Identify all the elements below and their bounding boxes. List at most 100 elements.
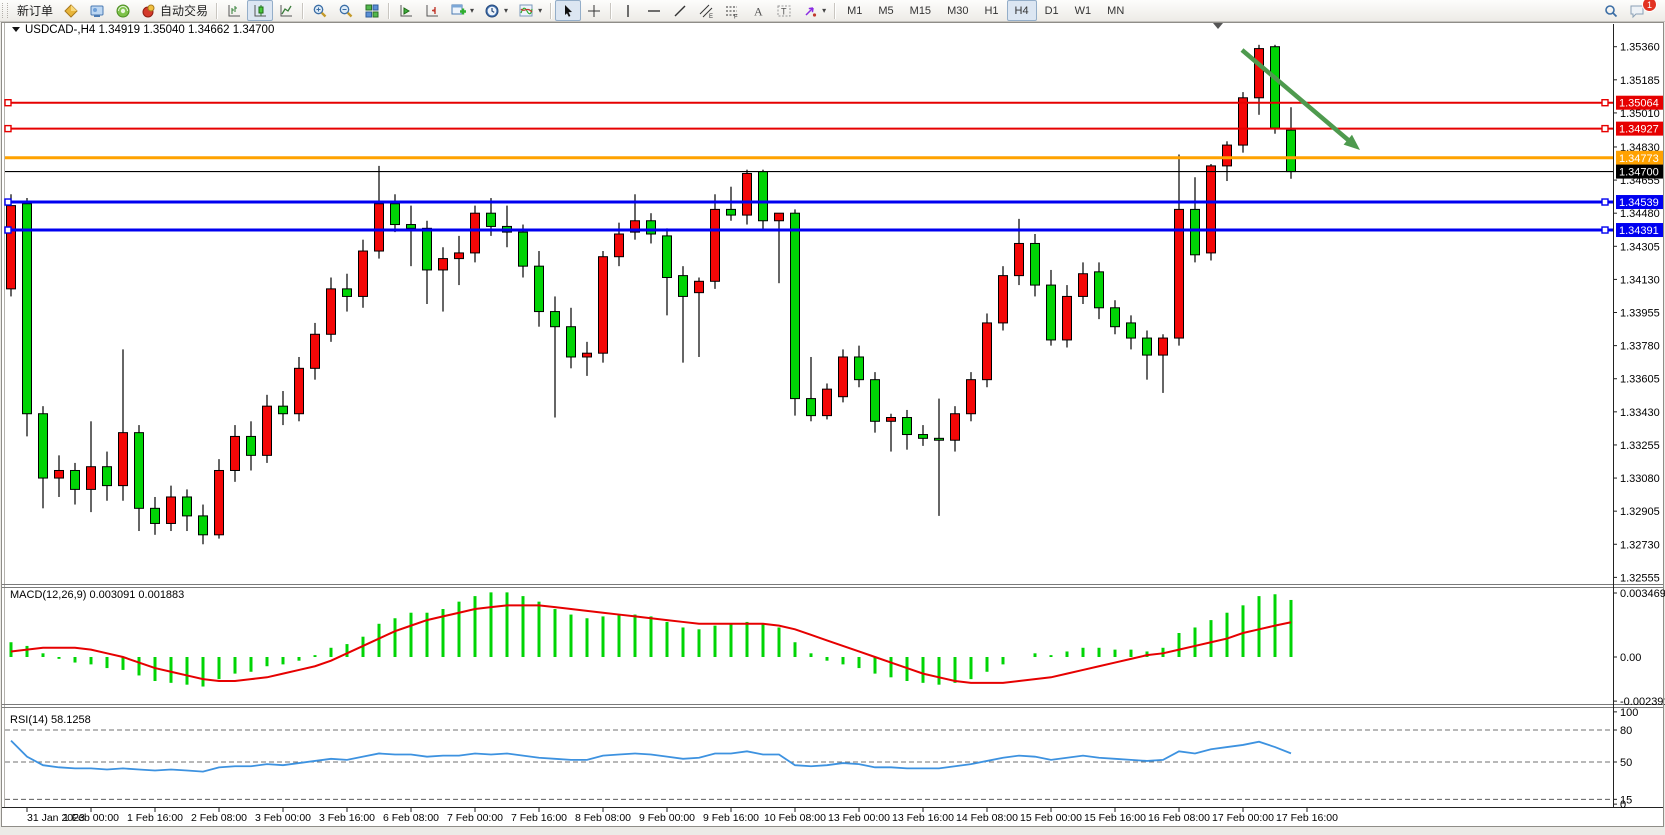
price-tick-label: 1.35360	[1620, 42, 1660, 54]
period-clock-button[interactable]: ▾	[479, 0, 513, 21]
notification-badge: 1	[1642, 0, 1657, 12]
bar-chart-icon	[226, 3, 242, 19]
timeframe-m30[interactable]: M30	[947, 4, 969, 17]
price-tick-label: 1.34130	[1620, 274, 1660, 286]
candlestick-chart-button[interactable]	[247, 0, 274, 21]
zoom-out-button[interactable]	[333, 0, 359, 21]
line-handle-marker[interactable]	[1601, 226, 1609, 234]
trendline-button[interactable]	[667, 0, 693, 21]
chart-shift-marker[interactable]	[1213, 23, 1223, 29]
candle-bearish	[790, 212, 800, 400]
terminal-button[interactable]	[84, 0, 110, 21]
symbol-dropdown-icon[interactable]	[12, 27, 20, 32]
toolbar-separator	[550, 2, 553, 19]
line-handle-marker[interactable]	[4, 124, 12, 133]
candle-bullish	[614, 233, 624, 258]
svg-text:A: A	[754, 4, 763, 18]
new-chart-button[interactable]: ▾	[445, 0, 479, 21]
search-button[interactable]	[1598, 0, 1624, 21]
line-chart-button[interactable]	[273, 0, 299, 21]
timeframe-h4[interactable]: H4	[1006, 0, 1037, 21]
timeframe-m15[interactable]: M15	[909, 4, 932, 17]
new-order-label: 新订单	[17, 4, 54, 18]
line-handle-marker[interactable]	[4, 226, 12, 234]
new-order-button[interactable]: 新订单	[12, 0, 58, 21]
tile-windows-button[interactable]	[359, 0, 385, 21]
timeframe-mn[interactable]: MN	[1107, 4, 1125, 17]
horizontal-line-button[interactable]	[641, 0, 667, 21]
arrows-button[interactable]: ▾	[797, 0, 831, 21]
timeframe-d1[interactable]: D1	[1044, 4, 1059, 17]
chevron-down-icon: ▾	[504, 6, 509, 15]
candle-bearish	[518, 231, 528, 267]
candle-bearish	[1110, 307, 1120, 328]
candle-bearish	[486, 212, 496, 227]
candle-bullish	[710, 208, 720, 282]
line-handle-marker[interactable]	[1601, 198, 1609, 206]
rsi-tick-label: 100	[1620, 707, 1638, 719]
candle-bullish	[1238, 97, 1248, 146]
time-tick-label: 1 Feb 00:00	[63, 812, 119, 824]
time-tick-label: 9 Feb 16:00	[703, 812, 759, 824]
timeframe-w1[interactable]: W1	[1074, 4, 1092, 17]
vertical-line-button[interactable]	[615, 0, 641, 21]
candle-bullish	[630, 220, 640, 233]
time-tick-label: 17 Feb 00:00	[1212, 812, 1274, 824]
candle-bearish	[758, 171, 768, 222]
price-tick-label: 1.32905	[1620, 506, 1660, 518]
candle-bullish	[454, 252, 464, 260]
zoom-in-icon	[312, 3, 328, 19]
price-line-badge	[1616, 223, 1663, 238]
main-toolbar: 新订单 自动交易	[0, 0, 1665, 22]
auto-trading-label: 自动交易	[160, 4, 209, 18]
cursor-button[interactable]	[555, 0, 582, 21]
text-label-button[interactable]: T	[771, 0, 797, 21]
channel-icon: E	[698, 3, 714, 19]
price-line-badge-label: 1.35064	[1619, 98, 1659, 110]
line-handle-marker[interactable]	[4, 198, 12, 206]
candle-bullish	[230, 435, 240, 471]
time-tick-label: 6 Feb 08:00	[383, 812, 439, 824]
macd-tick-label: -0.002391	[1620, 696, 1665, 708]
line-handle-marker[interactable]	[4, 99, 12, 107]
candle-bearish	[246, 435, 256, 456]
auto-scroll-icon	[398, 3, 414, 19]
chat-button[interactable]: 1	[1624, 0, 1657, 21]
candle-bearish	[662, 235, 672, 279]
candle-bearish	[550, 311, 560, 328]
price-line-badge	[1616, 195, 1663, 210]
auto-scroll-button[interactable]	[393, 0, 419, 21]
candle-bearish	[390, 203, 400, 226]
line-handle-marker[interactable]	[1601, 124, 1609, 133]
line-handle-marker[interactable]	[1601, 99, 1609, 107]
price-tick-label: 1.34480	[1620, 208, 1660, 220]
trend-arrow-annotation[interactable]	[1240, 48, 1353, 144]
auto-trading-button[interactable]: 自动交易	[136, 0, 213, 21]
candle-bullish	[838, 356, 848, 398]
candle-bearish	[198, 515, 208, 536]
fibonacci-button[interactable]: F	[719, 0, 745, 21]
text-button[interactable]: A	[745, 0, 771, 21]
chevron-down-icon: ▾	[470, 6, 475, 15]
candle-bearish	[1046, 284, 1056, 341]
chart-shift-button[interactable]	[419, 0, 445, 21]
symbols-button[interactable]	[58, 0, 84, 21]
bar-chart-button[interactable]	[221, 0, 247, 21]
candle-bullish	[1062, 295, 1072, 341]
zoom-in-button[interactable]	[307, 0, 333, 21]
search-icon	[1603, 3, 1619, 19]
candle-bearish	[342, 288, 352, 297]
channel-button[interactable]: E	[693, 0, 719, 21]
timeframe-m5[interactable]: M5	[878, 4, 894, 17]
candle-bullish	[694, 280, 704, 294]
candle-bullish	[470, 212, 480, 254]
timeframe-m1[interactable]: M1	[847, 4, 863, 17]
crosshair-button[interactable]	[581, 0, 607, 21]
timeframe-h1[interactable]: H1	[984, 4, 999, 17]
trendline-icon	[672, 3, 688, 19]
candle-bullish	[262, 405, 272, 456]
signals-button[interactable]	[110, 0, 136, 21]
indicators-button[interactable]: ▾	[513, 0, 547, 21]
toolbar-separator	[610, 2, 613, 19]
